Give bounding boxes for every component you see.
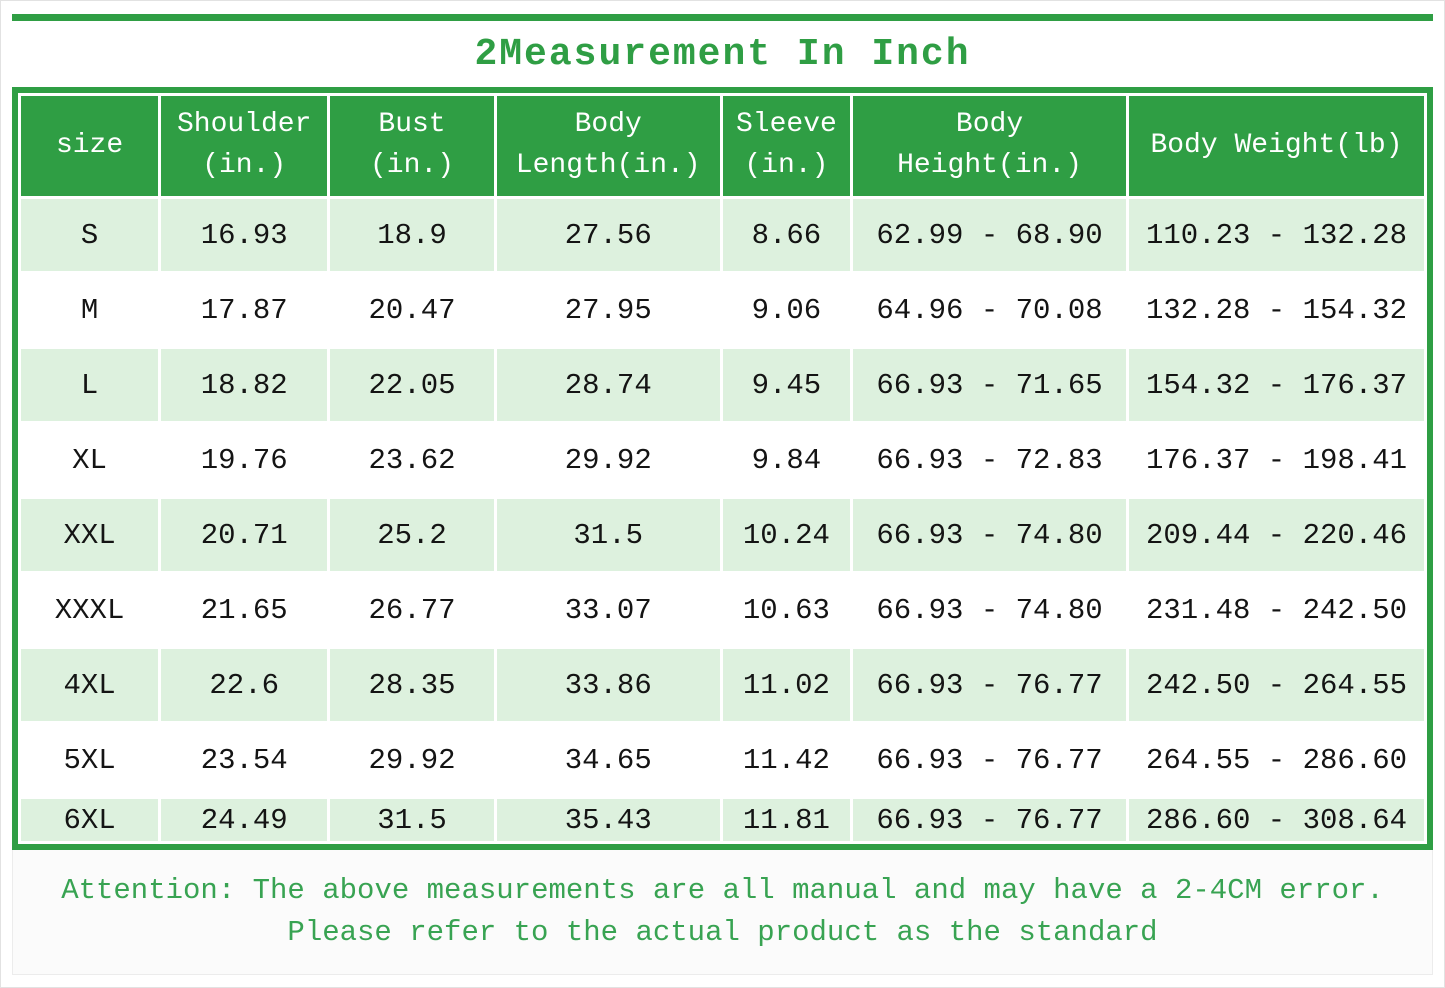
body-height-cell: 64.96 - 70.08: [853, 274, 1126, 346]
body-weight-cell: 154.32 - 176.37: [1128, 349, 1424, 421]
size-chart-sheet: 2Measurement In Inch size Shoulder (in.)…: [12, 14, 1433, 975]
body-height-cell: 66.93 - 76.77: [853, 649, 1126, 721]
body-weight-cell: 286.60 - 308.64: [1128, 799, 1424, 841]
body-height-cell: 62.99 - 68.90: [853, 199, 1126, 271]
size-cell: M: [21, 274, 159, 346]
sleeve-cell: 10.63: [722, 574, 851, 646]
body-weight-cell: 132.28 - 154.32: [1128, 274, 1424, 346]
column-header-body-length: Body Length(in.): [496, 96, 720, 196]
page-title: 2Measurement In Inch: [474, 32, 971, 76]
body-length-cell: 29.92: [496, 424, 720, 496]
table-row-m: M 17.87 20.47 27.95 9.06 64.96 - 70.08 1…: [21, 274, 1424, 346]
sleeve-cell: 10.24: [722, 499, 851, 571]
body-length-cell: 33.07: [496, 574, 720, 646]
body-height-cell: 66.93 - 76.77: [853, 799, 1126, 841]
attention-line-2: Please refer to the actual product as th…: [287, 916, 1158, 949]
body-weight-cell: 231.48 - 242.50: [1128, 574, 1424, 646]
table-row-xl: XL 19.76 23.62 29.92 9.84 66.93 - 72.83 …: [21, 424, 1424, 496]
bust-cell: 20.47: [330, 274, 494, 346]
column-header-size: size: [21, 96, 159, 196]
table-row-xxl: XXL 20.71 25.2 31.5 10.24 66.93 - 74.80 …: [21, 499, 1424, 571]
sleeve-cell: 9.84: [722, 424, 851, 496]
sleeve-cell: 8.66: [722, 199, 851, 271]
column-header-body-height: Body Height(in.): [853, 96, 1126, 196]
body-length-cell: 27.56: [496, 199, 720, 271]
table-row-4xl: 4XL 22.6 28.35 33.86 11.02 66.93 - 76.77…: [21, 649, 1424, 721]
body-height-cell: 66.93 - 72.83: [853, 424, 1126, 496]
body-height-cell: 66.93 - 71.65: [853, 349, 1126, 421]
sleeve-cell: 11.02: [722, 649, 851, 721]
body-length-cell: 35.43: [496, 799, 720, 841]
sleeve-cell: 11.81: [722, 799, 851, 841]
bust-cell: 26.77: [330, 574, 494, 646]
body-length-cell: 27.95: [496, 274, 720, 346]
sleeve-cell: 9.06: [722, 274, 851, 346]
shoulder-cell: 22.6: [161, 649, 328, 721]
table-row-5xl: 5XL 23.54 29.92 34.65 11.42 66.93 - 76.7…: [21, 724, 1424, 796]
size-cell: XL: [21, 424, 159, 496]
column-header-bust: Bust (in.): [330, 96, 494, 196]
column-header-sleeve: Sleeve (in.): [722, 96, 851, 196]
bust-cell: 22.05: [330, 349, 494, 421]
shoulder-cell: 21.65: [161, 574, 328, 646]
size-cell: XXXL: [21, 574, 159, 646]
shoulder-cell: 20.71: [161, 499, 328, 571]
body-length-cell: 33.86: [496, 649, 720, 721]
body-weight-cell: 176.37 - 198.41: [1128, 424, 1424, 496]
size-cell: 6XL: [21, 799, 159, 841]
attention-note: Attention: The above measurements are al…: [12, 850, 1433, 975]
body-height-cell: 66.93 - 74.80: [853, 499, 1126, 571]
column-header-body-weight: Body Weight(lb): [1128, 96, 1424, 196]
shoulder-cell: 23.54: [161, 724, 328, 796]
size-cell: S: [21, 199, 159, 271]
sleeve-cell: 11.42: [722, 724, 851, 796]
body-weight-cell: 209.44 - 220.46: [1128, 499, 1424, 571]
body-height-cell: 66.93 - 76.77: [853, 724, 1126, 796]
size-cell: 4XL: [21, 649, 159, 721]
table-row-l: L 18.82 22.05 28.74 9.45 66.93 - 71.65 1…: [21, 349, 1424, 421]
bust-cell: 28.35: [330, 649, 494, 721]
title-area: 2Measurement In Inch: [12, 14, 1433, 87]
shoulder-cell: 18.82: [161, 349, 328, 421]
size-cell: XXL: [21, 499, 159, 571]
body-length-cell: 34.65: [496, 724, 720, 796]
bust-cell: 25.2: [330, 499, 494, 571]
body-height-cell: 66.93 - 74.80: [853, 574, 1126, 646]
bust-cell: 18.9: [330, 199, 494, 271]
body-length-cell: 31.5: [496, 499, 720, 571]
column-header-shoulder: Shoulder (in.): [161, 96, 328, 196]
attention-line-1: Attention: The above measurements are al…: [61, 873, 1384, 907]
size-chart-table: size Shoulder (in.) Bust (in.) Body Leng…: [12, 87, 1433, 850]
header-row: size Shoulder (in.) Bust (in.) Body Leng…: [21, 96, 1424, 196]
size-cell: L: [21, 349, 159, 421]
table-row-xxxl: XXXL 21.65 26.77 33.07 10.63 66.93 - 74.…: [21, 574, 1424, 646]
shoulder-cell: 19.76: [161, 424, 328, 496]
body-weight-cell: 110.23 - 132.28: [1128, 199, 1424, 271]
table-row-s: S 16.93 18.9 27.56 8.66 62.99 - 68.90 11…: [21, 199, 1424, 271]
shoulder-cell: 16.93: [161, 199, 328, 271]
bust-cell: 23.62: [330, 424, 494, 496]
body-weight-cell: 264.55 - 286.60: [1128, 724, 1424, 796]
table-row-6xl: 6XL 24.49 31.5 35.43 11.81 66.93 - 76.77…: [21, 799, 1424, 841]
shoulder-cell: 17.87: [161, 274, 328, 346]
bust-cell: 31.5: [330, 799, 494, 841]
bust-cell: 29.92: [330, 724, 494, 796]
sleeve-cell: 9.45: [722, 349, 851, 421]
size-cell: 5XL: [21, 724, 159, 796]
body-length-cell: 28.74: [496, 349, 720, 421]
shoulder-cell: 24.49: [161, 799, 328, 841]
body-weight-cell: 242.50 - 264.55: [1128, 649, 1424, 721]
